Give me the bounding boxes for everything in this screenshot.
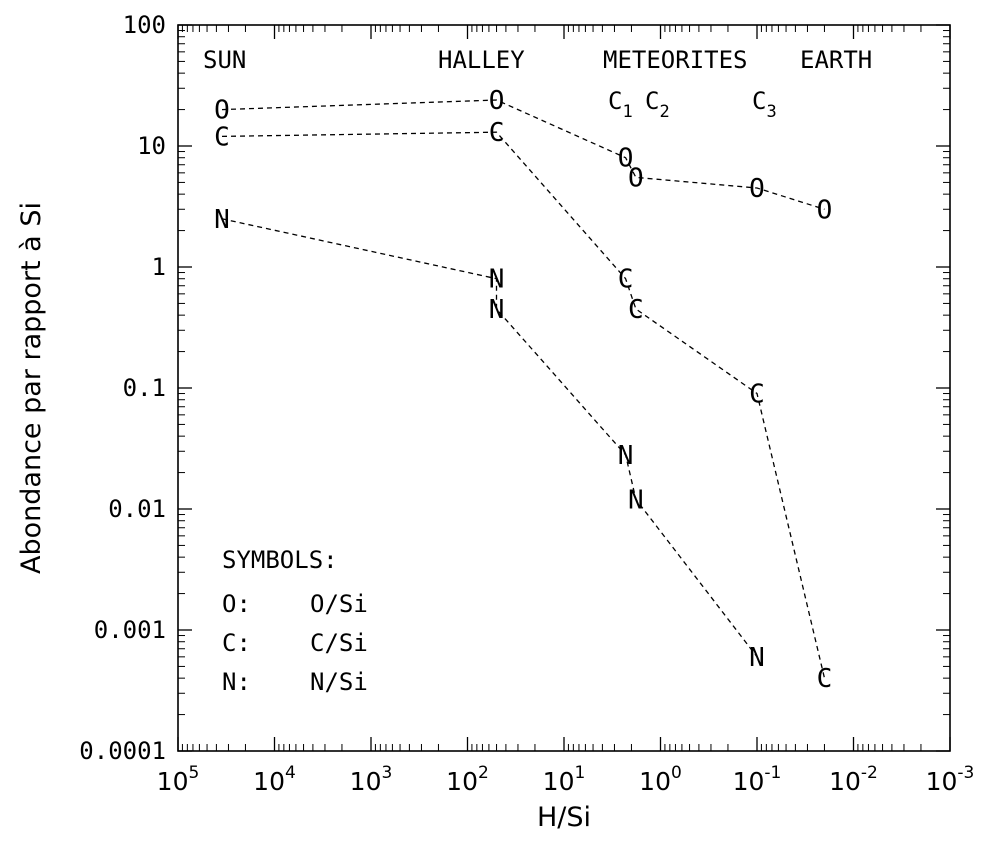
legend-label-n: N/Si <box>310 668 368 696</box>
y-axis-title: Abondance par rapport à Si <box>16 202 47 574</box>
sub-label-c1-symbol: C <box>608 87 622 115</box>
y-tick-label: 1 <box>152 253 166 281</box>
x-tick-label: 102 <box>446 763 489 796</box>
x-tick-label: 10-1 <box>733 763 782 796</box>
series-line-c <box>221 131 826 679</box>
plot-frame <box>177 24 951 752</box>
sub-label-c1-subscript: 1 <box>622 102 632 122</box>
region-label-sun: SUN <box>203 46 246 74</box>
series-line-o <box>221 99 825 210</box>
x-tick-label: 100 <box>639 763 682 796</box>
data-point-o: O <box>489 86 505 116</box>
y-tick-label: 0.1 <box>123 374 166 402</box>
sub-label-c2: C2 <box>645 87 670 122</box>
data-point-o: O <box>628 163 644 193</box>
sub-label-c3-symbol: C <box>752 87 766 115</box>
region-label-halley: HALLEY <box>438 46 525 74</box>
x-tick-exponent: -3 <box>957 763 974 783</box>
x-tick-label: 105 <box>157 763 200 796</box>
x-tick-exponent: 5 <box>188 763 199 783</box>
axis-ticks <box>177 24 951 752</box>
x-tick-exponent: -1 <box>764 763 781 783</box>
series-lines <box>221 99 826 679</box>
region-label-meteorites: METEORITES <box>603 46 748 74</box>
legend: SYMBOLS: O: O/Si C: C/Si N: N/Si <box>222 546 368 696</box>
sub-label-c2-symbol: C <box>645 87 659 115</box>
data-point-o: O <box>749 174 765 204</box>
legend-title: SYMBOLS: <box>222 546 338 574</box>
sub-label-c2-subscript: 2 <box>659 102 669 122</box>
x-tick-label: 101 <box>543 763 586 796</box>
data-point-c: C <box>214 122 230 152</box>
x-tick-base: 10 <box>829 767 861 796</box>
x-tick-exponent: 1 <box>574 763 585 783</box>
x-tick-base: 10 <box>543 767 575 796</box>
x-tick-exponent: -2 <box>861 763 878 783</box>
x-tick-base: 10 <box>926 767 958 796</box>
legend-label-c: C/Si <box>310 629 368 657</box>
data-point-n: N <box>214 205 230 235</box>
data-point-n: N <box>489 265 505 295</box>
data-point-o: O <box>817 195 833 225</box>
y-tick-label: 0.0001 <box>79 737 166 765</box>
data-point-n: N <box>628 485 644 515</box>
x-tick-labels: 105 104 103 102 101 100 10-1 10-2 10-3 <box>157 763 975 796</box>
sub-label-c1: C1 <box>608 87 633 122</box>
legend-key-c: C: <box>222 629 251 657</box>
data-point-n: N <box>749 643 765 673</box>
x-tick-exponent: 0 <box>671 763 682 783</box>
data-point-n: N <box>618 441 634 471</box>
x-tick-base: 10 <box>446 767 478 796</box>
data-point-c: C <box>489 118 505 148</box>
x-tick-base: 10 <box>733 767 765 796</box>
y-tick-label: 0.001 <box>94 616 166 644</box>
data-point-c: C <box>618 265 634 295</box>
data-point-c: C <box>628 295 644 325</box>
x-tick-base: 10 <box>157 767 189 796</box>
y-tick-label: 10 <box>137 132 166 160</box>
x-tick-label: 10-3 <box>926 763 975 796</box>
x-tick-base: 10 <box>350 767 382 796</box>
data-point-n: N <box>489 295 505 325</box>
x-tick-exponent: 2 <box>478 763 489 783</box>
sub-label-c3: C3 <box>752 87 777 122</box>
legend-key-n: N: <box>222 668 251 696</box>
data-point-c: C <box>817 664 833 694</box>
data-point-o: O <box>618 144 634 174</box>
x-tick-base: 10 <box>639 767 671 796</box>
legend-label-o: O/Si <box>310 590 368 618</box>
data-point-c: C <box>749 380 765 410</box>
x-tick-exponent: 3 <box>381 763 392 783</box>
data-point-o: O <box>214 96 230 126</box>
region-label-earth: EARTH <box>800 46 872 74</box>
y-tick-label: 100 <box>123 11 166 39</box>
x-tick-label: 103 <box>350 763 393 796</box>
x-axis-title: H/Si <box>537 802 591 833</box>
series-line-n <box>221 218 758 658</box>
x-tick-label: 104 <box>253 763 296 796</box>
legend-key-o: O: <box>222 590 251 618</box>
y-tick-label: 0.01 <box>108 495 166 523</box>
x-tick-label: 10-2 <box>829 763 878 796</box>
y-tick-labels: 100 10 1 0.1 0.01 0.001 0.0001 <box>79 11 166 765</box>
sub-label-c3-subscript: 3 <box>766 102 776 122</box>
x-tick-exponent: 4 <box>285 763 296 783</box>
x-tick-base: 10 <box>253 767 285 796</box>
